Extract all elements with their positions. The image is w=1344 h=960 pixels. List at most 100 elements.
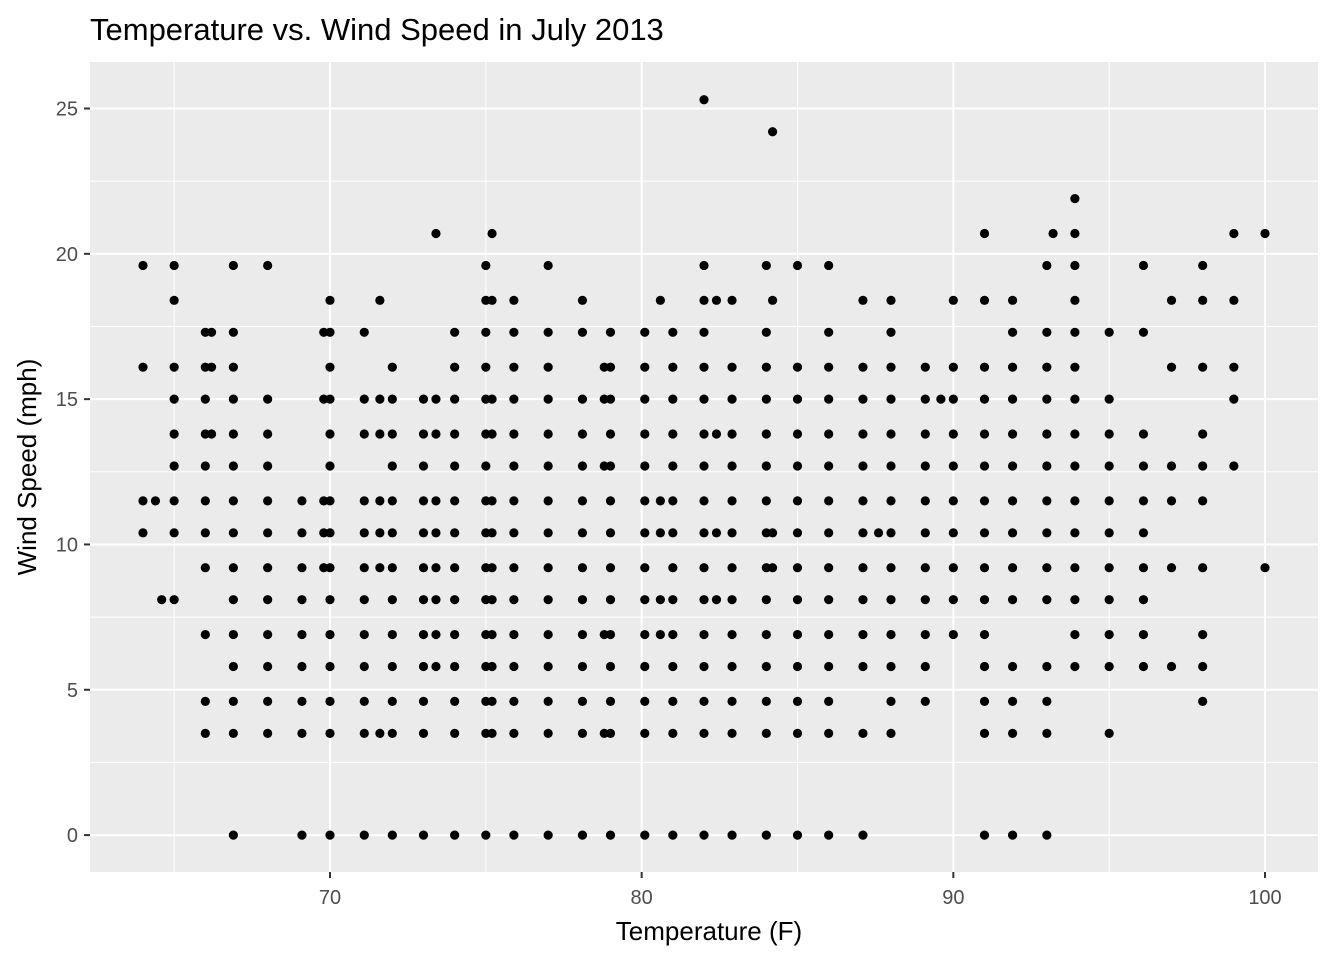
- data-point: [1198, 461, 1208, 471]
- data-point: [509, 429, 519, 439]
- data-point: [920, 461, 930, 471]
- data-point: [431, 496, 441, 506]
- data-point: [655, 295, 665, 305]
- data-point: [228, 327, 238, 337]
- data-point: [1007, 528, 1018, 538]
- data-point: [858, 728, 868, 738]
- data-point: [481, 260, 491, 271]
- data-point: [1138, 528, 1149, 538]
- data-point: [263, 394, 273, 404]
- data-point: [948, 528, 958, 538]
- data-point: [824, 661, 834, 672]
- data-point: [375, 394, 385, 404]
- data-point: [668, 661, 678, 672]
- data-point: [1166, 563, 1177, 573]
- data-point: [948, 595, 958, 605]
- data-point: [359, 629, 369, 640]
- data-point: [699, 528, 709, 538]
- data-point: [920, 394, 930, 404]
- data-point: [792, 528, 803, 538]
- data-point: [792, 595, 803, 605]
- data-point: [711, 295, 722, 305]
- data-point: [1007, 661, 1018, 672]
- data-point: [640, 830, 650, 840]
- data-point: [263, 461, 273, 471]
- data-point: [577, 429, 588, 439]
- data-point: [228, 728, 238, 738]
- data-point: [761, 728, 771, 738]
- data-point: [509, 362, 519, 372]
- y-tick-label: 25: [56, 99, 78, 121]
- data-point: [727, 696, 737, 706]
- data-point: [1007, 830, 1018, 840]
- data-point: [487, 629, 497, 640]
- data-point: [1007, 394, 1018, 404]
- data-point: [699, 429, 709, 439]
- data-point: [450, 429, 460, 439]
- data-point: [418, 563, 429, 573]
- data-point: [543, 362, 553, 372]
- data-point: [169, 394, 179, 404]
- data-point: [640, 327, 650, 337]
- data-point: [418, 629, 429, 640]
- data-point: [138, 528, 148, 538]
- data-point: [873, 528, 884, 538]
- data-point: [668, 362, 678, 372]
- data-point: [387, 830, 397, 840]
- data-point: [359, 563, 369, 573]
- data-point: [450, 595, 460, 605]
- data-point: [1007, 563, 1018, 573]
- data-point: [1198, 563, 1208, 573]
- data-point: [886, 728, 896, 738]
- data-point: [1104, 563, 1114, 573]
- data-point: [325, 327, 335, 337]
- data-point: [577, 528, 588, 538]
- data-point: [699, 461, 709, 471]
- data-point: [761, 394, 771, 404]
- data-point: [450, 696, 460, 706]
- data-point: [375, 496, 385, 506]
- data-point: [792, 728, 803, 738]
- data-point: [228, 661, 238, 672]
- data-point: [375, 295, 385, 305]
- data-point: [577, 728, 588, 738]
- data-point: [920, 661, 930, 672]
- data-point: [711, 595, 722, 605]
- data-point: [543, 327, 553, 337]
- data-point: [297, 563, 307, 573]
- data-point: [920, 629, 930, 640]
- data-point: [263, 496, 273, 506]
- data-point: [979, 362, 990, 372]
- data-point: [359, 595, 369, 605]
- data-point: [727, 496, 737, 506]
- data-point: [325, 429, 335, 439]
- data-point: [668, 696, 678, 706]
- data-point: [1007, 461, 1018, 471]
- data-point: [1104, 595, 1114, 605]
- data-point: [1260, 228, 1270, 239]
- data-point: [418, 461, 429, 471]
- y-tick-label: 10: [56, 534, 78, 556]
- data-point: [509, 461, 519, 471]
- y-tick-label: 5: [67, 680, 78, 702]
- data-point: [359, 496, 369, 506]
- data-point: [727, 830, 737, 840]
- data-point: [699, 327, 709, 337]
- data-point: [450, 394, 460, 404]
- data-point: [792, 629, 803, 640]
- data-point: [228, 629, 238, 640]
- data-point: [359, 394, 369, 404]
- data-point: [761, 461, 771, 471]
- data-point: [228, 528, 238, 538]
- data-point: [605, 563, 616, 573]
- data-point: [824, 496, 834, 506]
- data-point: [1042, 830, 1052, 840]
- data-point: [169, 260, 179, 271]
- data-point: [668, 496, 678, 506]
- data-point: [699, 260, 709, 271]
- data-point: [727, 461, 737, 471]
- data-point: [824, 394, 834, 404]
- data-point: [431, 595, 441, 605]
- data-point: [792, 362, 803, 372]
- data-point: [640, 429, 650, 439]
